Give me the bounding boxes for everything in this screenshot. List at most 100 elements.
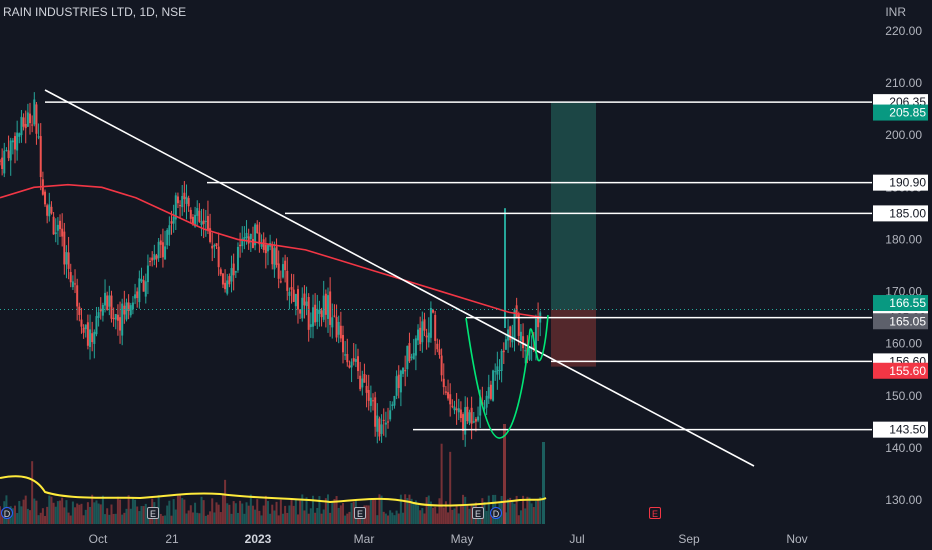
candle-body (290, 287, 293, 290)
candle-body (494, 371, 497, 373)
volume-bar (466, 503, 469, 524)
current-price-badge (873, 295, 928, 312)
candle-body (479, 397, 482, 416)
candle-body (528, 347, 531, 360)
volume-bar (121, 514, 124, 524)
volume-bar (78, 504, 81, 524)
dividend-marker[interactable]: D (490, 507, 502, 519)
volume-bar (254, 509, 257, 524)
earnings-marker-upcoming[interactable]: E (649, 507, 661, 519)
candle-body (406, 345, 409, 370)
candle-body (352, 358, 355, 362)
candle-body (389, 410, 392, 420)
candle-body (91, 333, 94, 343)
current-price-badge-label: 166.55 (889, 296, 926, 310)
candle-body (515, 305, 518, 318)
candle-body (432, 309, 435, 313)
candle-body (464, 407, 467, 435)
volume-bar (11, 508, 14, 524)
time-tick-label: May (451, 532, 474, 546)
candle-body (489, 384, 492, 399)
candle-body (369, 397, 372, 406)
candle-body (468, 412, 471, 423)
candle-body (149, 261, 152, 263)
candle-body (5, 149, 8, 151)
candle-body (191, 216, 194, 225)
candle-body (247, 236, 250, 244)
price-tick-label: 180.00 (885, 232, 922, 246)
volume-bar (230, 513, 233, 524)
volume-bar (16, 513, 19, 524)
candle-body (161, 242, 164, 258)
volume-bar (350, 503, 353, 524)
volume-bar (487, 495, 490, 524)
volume-bar (314, 512, 317, 524)
volume-bar (116, 496, 119, 524)
candle-body (155, 255, 158, 260)
dividend-marker[interactable]: D (1, 507, 13, 519)
candle-body (194, 214, 197, 227)
volume-bar (179, 494, 182, 524)
volume-bar (326, 494, 329, 524)
candle-body (99, 308, 102, 312)
volume-bar (307, 513, 310, 524)
candle-body (395, 376, 398, 396)
candle-body (95, 316, 98, 335)
target-badge (873, 104, 928, 121)
volume-bar (485, 510, 488, 524)
candle-body (104, 292, 107, 306)
earnings-marker[interactable]: E (147, 507, 159, 519)
volume-bar (322, 509, 325, 524)
candle-body (339, 325, 342, 339)
volume-bar (296, 514, 299, 524)
candle-body (33, 99, 36, 125)
candle-body (316, 308, 319, 322)
candle-body (440, 355, 443, 376)
earnings-marker[interactable]: E (354, 507, 366, 519)
volume-bar (414, 500, 417, 524)
volume-bar (539, 497, 542, 524)
candle-body (344, 354, 347, 356)
candle-body (39, 136, 42, 178)
volume-bar (532, 507, 535, 524)
volume-bar (181, 498, 184, 524)
volume-bar (224, 479, 227, 524)
price-tick-label: 160.00 (885, 337, 922, 351)
candle-body (138, 278, 141, 303)
volume-bar (447, 512, 450, 524)
volume-bar (39, 512, 42, 524)
earnings-marker[interactable]: E (472, 507, 484, 519)
volume-bar (489, 514, 492, 524)
volume-bar (329, 512, 332, 524)
volume-bar (228, 504, 231, 524)
volume-bar (384, 513, 387, 524)
candle-body (89, 329, 92, 347)
volume-bar (119, 499, 122, 524)
volume-bar (245, 502, 248, 524)
volume-bar (189, 505, 192, 524)
candle-body (254, 224, 257, 246)
candle-body (457, 408, 460, 413)
candle-body (179, 205, 182, 207)
volume-bar (459, 505, 462, 524)
volume-bar (80, 503, 83, 524)
volume-bar (427, 495, 430, 524)
candle-body (78, 306, 81, 315)
volume-bar (264, 495, 267, 524)
candle-body (378, 418, 381, 437)
volume-bar (269, 513, 272, 524)
candle-body (129, 305, 132, 316)
candle-body (474, 418, 477, 422)
candle-body (144, 281, 147, 297)
volume-bar (187, 510, 190, 524)
volume-bar (200, 496, 203, 524)
volume-bar (290, 498, 293, 524)
candle-body (281, 264, 284, 278)
candle-body (485, 395, 488, 408)
level-badge-label: 190.90 (889, 176, 926, 190)
candle-body (404, 370, 407, 372)
volume-bar (342, 503, 344, 524)
volume-bar (239, 500, 242, 524)
volume-bar (221, 495, 224, 524)
